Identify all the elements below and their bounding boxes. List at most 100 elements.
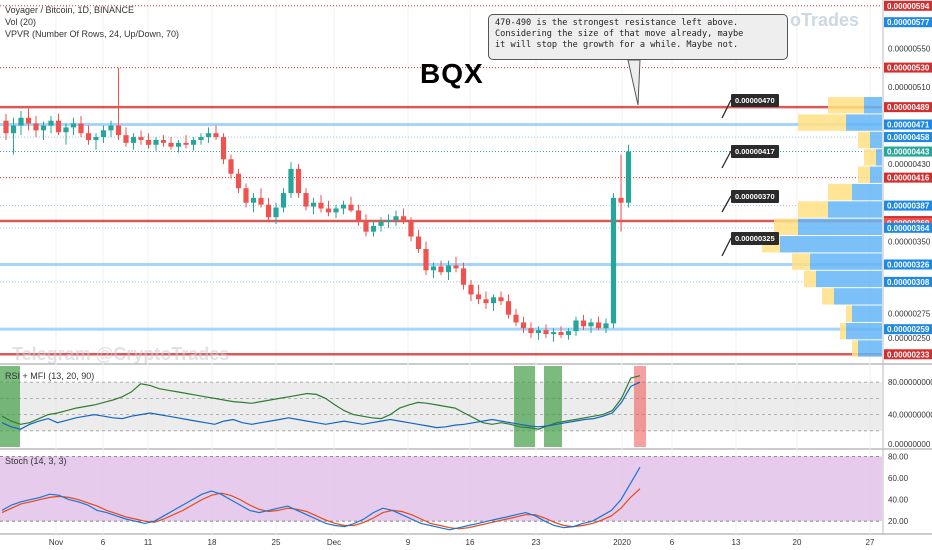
price-label-bg xyxy=(884,102,932,113)
candle-body xyxy=(595,322,602,329)
candle-body xyxy=(130,137,137,143)
x-tick-label: 6 xyxy=(101,538,106,547)
rsi-highlight-red xyxy=(634,366,646,447)
y-tick-label: 0.00000350 xyxy=(888,237,931,246)
candle-body xyxy=(205,133,212,138)
rsi-line xyxy=(1,375,641,430)
y-tick-label: 0.00000430 xyxy=(888,160,931,169)
stoch-y-tick: 20.00 xyxy=(888,517,909,526)
volume-profile-up xyxy=(780,236,882,253)
price-label: 0.00000530 xyxy=(887,64,930,73)
volume-profile-up xyxy=(798,218,882,236)
candle-body xyxy=(265,204,272,218)
price-label-bg xyxy=(884,62,932,73)
candle-body xyxy=(18,117,24,126)
candle-body xyxy=(625,151,632,203)
candle-body xyxy=(535,330,542,334)
candle-body xyxy=(190,139,197,145)
candle-body xyxy=(303,193,309,207)
x-tick-label: 13 xyxy=(732,538,741,547)
candle-body xyxy=(378,222,384,226)
volume-profile-down xyxy=(774,218,798,236)
y-tick-label: 0.00000275 xyxy=(888,310,931,319)
volume-profile-up xyxy=(876,149,882,166)
price-label: 0.00000489 xyxy=(887,103,930,112)
rsi-y-tick: 80.00000000 xyxy=(888,378,932,387)
price-label-bg xyxy=(884,132,932,143)
volume-profile-up xyxy=(852,305,882,322)
price-label-bg xyxy=(884,324,932,335)
candle-body xyxy=(438,266,444,273)
candle-body xyxy=(288,168,294,194)
candle-body xyxy=(565,331,572,335)
candle-body xyxy=(318,202,324,209)
candle-body xyxy=(408,222,414,237)
candle-body xyxy=(25,117,32,124)
candle-body xyxy=(573,320,579,332)
price-label-bg xyxy=(884,349,932,360)
candle-body xyxy=(445,265,452,273)
volume-profile-up xyxy=(870,131,882,149)
candle-body xyxy=(85,133,92,140)
volume-profile-down xyxy=(828,97,864,114)
y-tick-label: 0.00000510 xyxy=(888,83,931,92)
price-label: 0.00000416 xyxy=(887,174,930,183)
candle-body xyxy=(520,322,527,329)
price-label-bg xyxy=(884,259,932,270)
volume-profile-down xyxy=(804,270,816,288)
candle-body xyxy=(228,159,234,174)
price-tag-pointer xyxy=(721,237,732,257)
price-tag-470: 0.00000470 xyxy=(731,94,779,107)
candle-body xyxy=(250,197,257,203)
x-tick-label: 27 xyxy=(866,538,875,547)
candle-body xyxy=(160,139,167,143)
x-tick-label: 20 xyxy=(793,538,802,547)
volume-profile-down xyxy=(798,201,828,218)
volume-profile-down xyxy=(846,305,852,322)
rsi-highlight xyxy=(514,366,535,447)
candle-body xyxy=(415,236,422,250)
stoch-indicator-label: Stoch (14, 3, 3) xyxy=(5,456,67,466)
candle-body xyxy=(325,208,332,213)
volume-profile-up xyxy=(864,97,882,114)
candle-body xyxy=(108,125,114,131)
volume-profile-up xyxy=(846,322,882,340)
price-label-bg xyxy=(884,0,932,11)
candle-body xyxy=(3,120,9,134)
candle-body xyxy=(310,202,317,207)
candle-body xyxy=(10,125,17,134)
volume-profile-down xyxy=(840,322,846,340)
candle-body xyxy=(603,323,609,329)
price-label: 0.00000458 xyxy=(887,133,930,142)
candle-body xyxy=(243,188,249,203)
candle-body xyxy=(340,204,347,209)
candle-body xyxy=(430,266,437,271)
watermark-top: oTrades xyxy=(790,10,860,30)
candle-body xyxy=(498,297,504,302)
price-label: 0.00000443 xyxy=(887,148,930,157)
volume-profile-down xyxy=(828,183,852,201)
x-tick-label: 25 xyxy=(272,538,281,547)
price-label-bg xyxy=(884,172,932,183)
vol-indicator-label: Vol (20) xyxy=(5,17,37,27)
volume-profile-up xyxy=(858,340,882,357)
candle-body xyxy=(363,222,369,232)
rsi-y-tick: 0.00000000 xyxy=(888,440,931,449)
rsi-indicator-label: RSI + MFI (13, 20, 90) xyxy=(5,371,95,381)
annotation-callout: 470-490 is the strongest resistance left… xyxy=(488,14,788,60)
candle-body xyxy=(490,297,497,304)
stoch-band xyxy=(0,456,882,522)
volume-profile-up xyxy=(846,114,882,131)
volume-profile-down xyxy=(864,149,876,166)
candle-body xyxy=(175,142,182,147)
candle-body xyxy=(333,208,339,213)
candle-body xyxy=(48,120,54,126)
candle-body xyxy=(393,216,399,221)
volume-profile-up xyxy=(852,183,882,201)
y-tick-label: 0.00000250 xyxy=(888,334,931,343)
candle-body xyxy=(145,139,152,145)
candle-body xyxy=(543,330,549,335)
volume-profile-up xyxy=(834,288,882,305)
candle-body xyxy=(588,322,594,327)
